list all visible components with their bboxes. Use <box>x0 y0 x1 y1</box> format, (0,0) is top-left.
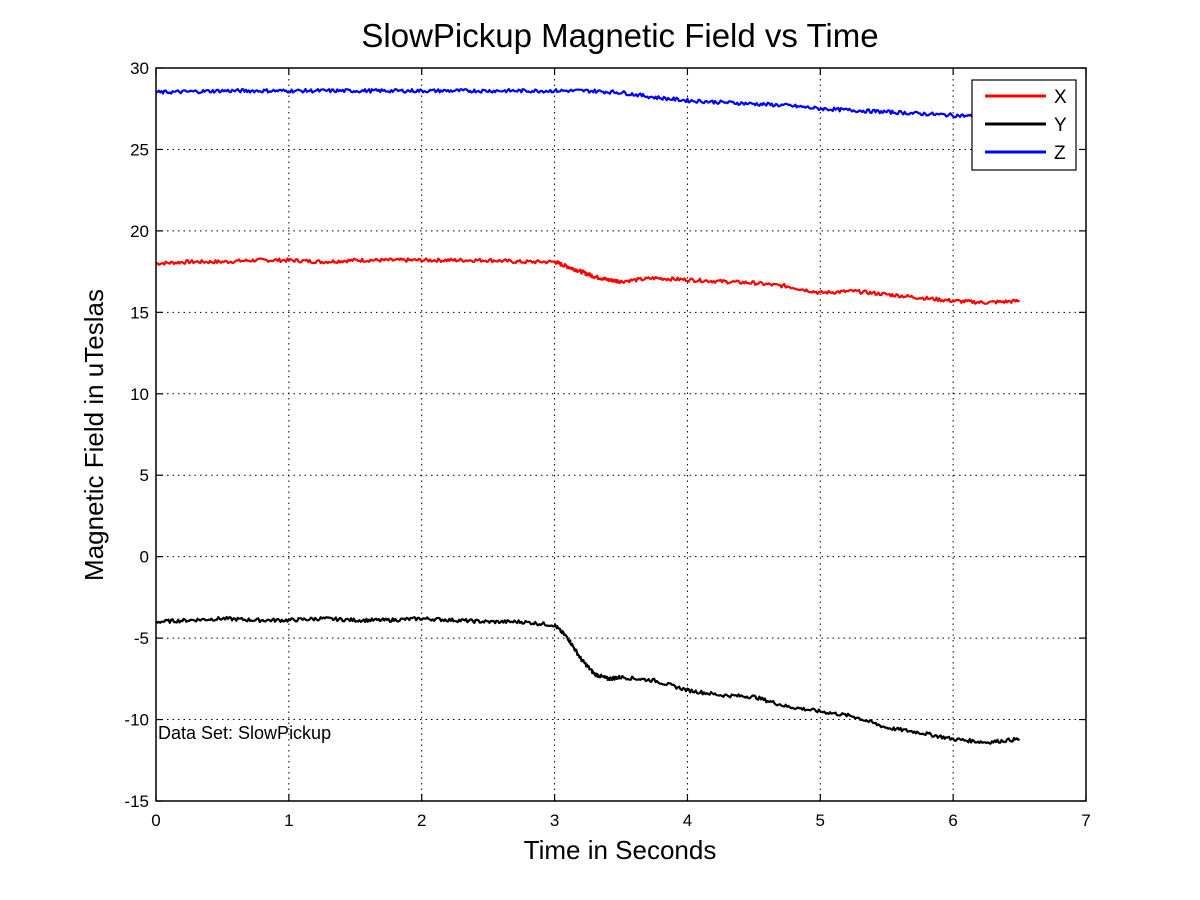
x-tick-label: 7 <box>1081 811 1090 830</box>
ticks-layer: 0 1 2 3 4 5 6 7 30 25 20 15 10 5 0 -5 -10 -15 <box>124 59 1090 830</box>
x-tick-label: 5 <box>816 811 825 830</box>
y-tick-label: 25 <box>130 140 149 159</box>
y-tick-label: 15 <box>130 303 149 322</box>
series-layer <box>155 87 1021 745</box>
x-tick-label: 3 <box>550 811 559 830</box>
y-tick-label: -10 <box>124 711 149 730</box>
y-tick-label: 5 <box>140 466 149 485</box>
y-tick-label: 0 <box>140 548 149 567</box>
legend-label-x: X <box>1054 87 1067 108</box>
legend: X Y Z <box>971 79 1077 171</box>
x-tick-label: 2 <box>417 811 426 830</box>
x-axis-title: Time in Seconds <box>524 835 717 865</box>
series-line-x <box>155 257 1020 305</box>
chart-title: SlowPickup Magnetic Field vs Time <box>361 17 878 54</box>
y-axis-title: Magnetic Field in uTeslas <box>79 289 109 581</box>
legend-label-y: Y <box>1054 115 1067 136</box>
grid-layer <box>156 68 1086 801</box>
legend-label-z: Z <box>1054 143 1066 164</box>
data-set-annotation: Data Set: SlowPickup <box>158 723 331 743</box>
x-tick-label: 1 <box>284 811 293 830</box>
x-tick-label: 6 <box>948 811 957 830</box>
y-tick-label: 10 <box>130 385 149 404</box>
y-tick-label: -15 <box>124 792 149 811</box>
x-tick-label: 0 <box>151 811 160 830</box>
series-line-z <box>155 87 1021 120</box>
x-tick-label: 4 <box>683 811 692 830</box>
y-tick-label: 30 <box>130 59 149 78</box>
plot-frame <box>155 67 1087 802</box>
y-tick-label: 20 <box>130 222 149 241</box>
series-line-y <box>155 615 1021 745</box>
y-tick-label: -5 <box>134 629 149 648</box>
